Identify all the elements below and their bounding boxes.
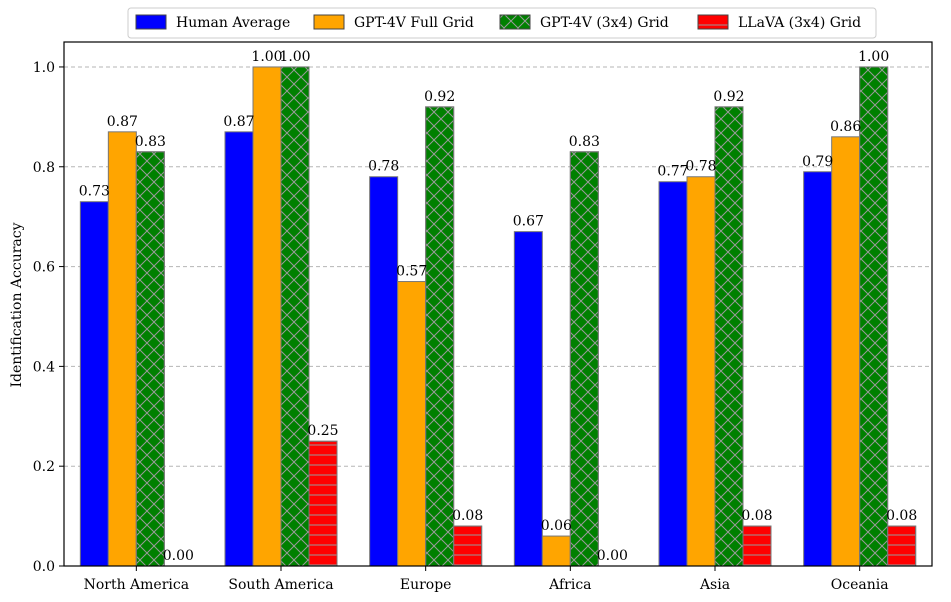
value-label: 0.87: [223, 114, 254, 130]
legend-label: LLaVA (3x4) Grid: [738, 15, 861, 31]
x-tick-label: Asia: [699, 577, 730, 593]
bar-gpt-4v-full-grid-oceania: [832, 137, 860, 566]
bar-gpt-4v-full-grid-south-america: [253, 67, 281, 566]
legend-swatch: [314, 15, 344, 29]
gridlines: [64, 67, 932, 466]
value-label: 0.08: [452, 508, 483, 524]
value-label: 0.78: [685, 159, 716, 175]
bar-gpt-4v-full-grid-north-america: [108, 132, 136, 566]
value-label: 1.00: [279, 49, 310, 65]
y-tick-label: 0.0: [33, 559, 55, 575]
bar-gpt-4v-full-grid-europe: [398, 282, 426, 566]
legend: Human Average GPT-4V Full Grid GPT-4V (3…: [128, 8, 876, 38]
legend-swatch-hatch: [500, 15, 530, 29]
value-label: 0.92: [713, 89, 744, 105]
bar-llava-3x4-grid-oceania-hatch: [888, 526, 916, 566]
legend-item-gpt4v-3x4: GPT-4V (3x4) Grid: [500, 15, 669, 31]
value-label: 0.73: [79, 184, 110, 200]
value-label: 0.00: [597, 548, 628, 564]
value-label: 0.92: [424, 89, 455, 105]
bar-gpt-4v-3x4-grid-europe-hatch: [426, 107, 454, 566]
bar-gpt-4v-3x4-grid-north-america-hatch: [136, 152, 164, 566]
value-label: 0.25: [307, 423, 338, 439]
bars: [80, 67, 915, 566]
bar-gpt-4v-3x4-grid-south-america-hatch: [281, 67, 309, 566]
legend-swatch: [136, 15, 166, 29]
y-axis-label: Identification Accuracy: [9, 222, 25, 387]
bar-chart: Human Average GPT-4V Full Grid GPT-4V (3…: [0, 0, 951, 602]
bar-human-average-south-america: [225, 132, 253, 566]
bar-human-average-africa: [514, 232, 542, 566]
y-axis-ticks: 0.0 0.2 0.4 0.6 0.8 1.0: [33, 60, 64, 575]
y-tick-label: 0.4: [33, 359, 55, 375]
legend-label: GPT-4V Full Grid: [354, 15, 474, 31]
value-label: 1.00: [251, 49, 282, 65]
y-tick-label: 0.2: [33, 459, 55, 475]
value-labels: 0.730.870.830.000.871.001.000.250.780.57…: [79, 49, 918, 564]
legend-label: Human Average: [176, 15, 290, 31]
value-label: 0.83: [135, 134, 166, 150]
bar-human-average-oceania: [804, 172, 832, 566]
legend-item-gpt4v-full: GPT-4V Full Grid: [314, 15, 474, 31]
bar-llava-3x4-grid-south-america-hatch: [309, 441, 337, 566]
y-tick-label: 1.0: [33, 60, 55, 76]
bar-gpt-4v-3x4-grid-asia-hatch: [715, 107, 743, 566]
value-label: 0.08: [886, 508, 917, 524]
x-tick-label: North America: [84, 577, 190, 593]
bar-human-average-north-america: [80, 202, 108, 566]
bar-gpt-4v-full-grid-asia: [687, 177, 715, 566]
x-axis-ticks: North America South America Europe Africa As…: [84, 566, 889, 593]
value-label: 1.00: [858, 49, 889, 65]
value-label: 0.00: [163, 548, 194, 564]
bar-llava-3x4-grid-europe-hatch: [454, 526, 482, 566]
value-label: 0.78: [368, 159, 399, 175]
y-tick-label: 0.6: [33, 260, 55, 276]
value-label: 0.06: [541, 518, 572, 534]
bar-gpt-4v-3x4-grid-oceania-hatch: [860, 67, 888, 566]
legend-item-llava-3x4: LLaVA (3x4) Grid: [698, 15, 861, 31]
value-label: 0.57: [396, 264, 427, 280]
value-label: 0.79: [802, 154, 833, 170]
value-label: 0.08: [741, 508, 772, 524]
legend-label: GPT-4V (3x4) Grid: [540, 15, 669, 31]
bar-human-average-europe: [370, 177, 398, 566]
legend-item-human-average: Human Average: [136, 15, 290, 31]
x-tick-label: Africa: [548, 577, 591, 593]
y-tick-label: 0.8: [33, 160, 55, 176]
value-label: 0.83: [569, 134, 600, 150]
legend-swatch-hatch: [698, 15, 728, 29]
value-label: 0.86: [830, 119, 861, 135]
plot-frame: [64, 42, 932, 566]
x-tick-label: Europe: [400, 577, 452, 593]
value-label: 0.87: [107, 114, 138, 130]
value-label: 0.67: [513, 214, 544, 230]
x-tick-label: Oceania: [831, 577, 889, 593]
value-label: 0.77: [657, 164, 688, 180]
bar-human-average-asia: [659, 182, 687, 566]
bar-llava-3x4-grid-asia-hatch: [743, 526, 771, 566]
x-tick-label: South America: [228, 577, 333, 593]
bar-gpt-4v-3x4-grid-africa-hatch: [570, 152, 598, 566]
bar-gpt-4v-full-grid-africa: [542, 536, 570, 566]
